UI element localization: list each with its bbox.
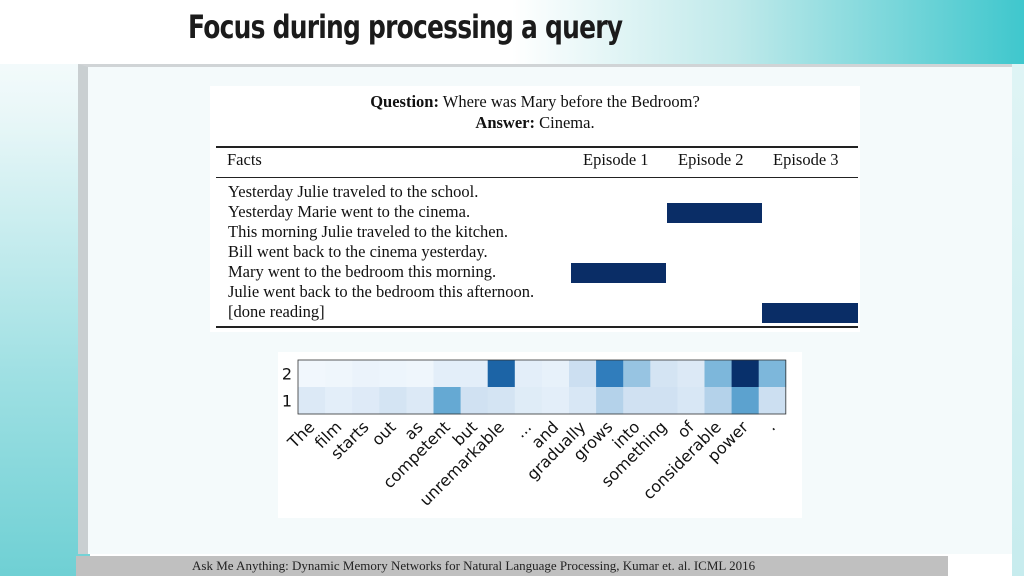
heatmap-cell — [298, 360, 326, 388]
question-label: Question: — [370, 92, 439, 111]
footer-bar: Ask Me Anything: Dynamic Memory Networks… — [76, 556, 948, 576]
slide-title: Focus during processing a query — [188, 8, 623, 46]
heatmap-cell — [352, 360, 380, 388]
heatmap-cell — [460, 360, 489, 388]
citation-text: Ask Me Anything: Dynamic Memory Networks… — [192, 558, 756, 573]
heatmap-cell — [596, 387, 624, 415]
heatmap-cell — [623, 360, 651, 388]
heatmap-cell — [487, 360, 516, 388]
heatmap-cell — [677, 360, 705, 388]
heatmap-cell — [704, 387, 732, 415]
background-left-gradient — [0, 0, 90, 576]
word-attention-heatmap: 2 1 The film starts out as competent but unremark… — [278, 352, 802, 518]
attention-bar-episode-1 — [571, 263, 666, 283]
fact-row: Bill went back to the cinema yesterday. — [228, 242, 488, 261]
facts-header: Facts — [227, 150, 262, 169]
heatmap-cell — [433, 360, 461, 388]
heatmap-cell — [541, 360, 570, 388]
heatmap-cell — [596, 360, 624, 388]
heatmap-cell — [379, 387, 407, 415]
heatmap-cell — [704, 360, 732, 388]
episode-1-header: Episode 1 — [583, 150, 649, 169]
heatmap-cell — [352, 387, 380, 415]
episode-2-header: Episode 2 — [678, 150, 744, 169]
heatmap-cell — [758, 387, 787, 415]
heatmap-cell — [325, 387, 353, 415]
fact-row: Julie went back to the bedroom this afte… — [228, 282, 535, 301]
heatmap-cell — [325, 360, 353, 388]
attention-bar-episode-3 — [762, 303, 858, 323]
heatmap-cell — [460, 387, 489, 415]
answer-line: Answer: Cinema. — [210, 113, 860, 133]
fact-row: This morning Julie traveled to the kitch… — [228, 222, 508, 241]
heatmap-cell — [731, 387, 760, 415]
heatmap-cell — [569, 360, 597, 388]
heatmap-cell — [623, 387, 651, 415]
heatmap-cell — [514, 387, 543, 415]
heatmap-cell — [650, 387, 678, 415]
heatmap-cell — [541, 387, 570, 415]
heatmap-cell — [569, 387, 597, 415]
episode-attention-figure: Question: Where was Mary before the Bedr… — [210, 86, 860, 332]
table-header-rule — [216, 177, 858, 178]
episode-3-header: Episode 3 — [773, 150, 839, 169]
heatmap-cell — [487, 387, 516, 415]
answer-text: Cinema. — [539, 113, 595, 132]
heatmap-frame — [297, 359, 787, 415]
column-tick-label: out — [368, 417, 400, 449]
fact-row: Mary went to the bedroom this morning. — [228, 262, 497, 281]
row-tick-label: 1 — [282, 392, 292, 411]
heatmap-cell — [406, 387, 434, 415]
heatmap-cell — [514, 360, 543, 388]
heatmap-cell — [379, 360, 407, 388]
answer-label: Answer: — [475, 113, 535, 132]
fact-row: [done reading] — [228, 302, 325, 321]
heatmap-cell — [758, 360, 787, 388]
heatmap-cell — [433, 387, 461, 415]
table-top-rule — [216, 146, 858, 148]
attention-bar-episode-2 — [667, 203, 762, 223]
question-text: Where was Mary before the Bedroom? — [442, 92, 700, 111]
heatmap-cell — [731, 360, 760, 388]
fact-row: Yesterday Julie traveled to the school. — [228, 182, 479, 201]
column-tick-label: . — [762, 417, 779, 434]
heatmap-cell — [650, 360, 678, 388]
row-tick-label: 2 — [282, 365, 292, 384]
heatmap-cell — [406, 360, 434, 388]
background-top-gradient — [0, 0, 1024, 64]
heatmap-cell — [677, 387, 705, 415]
question-line: Question: Where was Mary before the Bedr… — [210, 92, 860, 112]
background-right-strip — [1012, 64, 1024, 576]
table-bottom-rule — [216, 326, 858, 328]
fact-row: Yesterday Marie went to the cinema. — [228, 202, 471, 221]
heatmap-cell — [298, 387, 326, 415]
